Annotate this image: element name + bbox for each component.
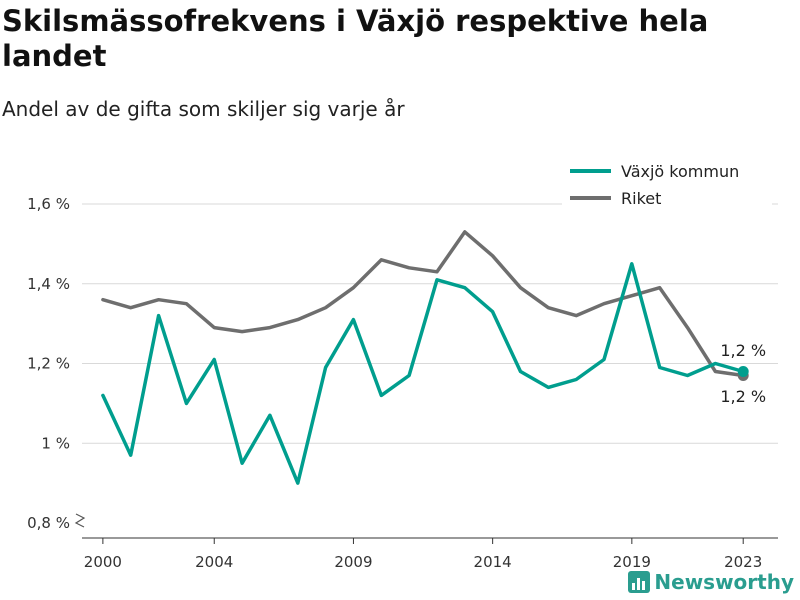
- bar-chart-icon: [628, 571, 651, 593]
- series-end-point-vaxjo: [737, 365, 749, 377]
- chart-title: Skilsmässofrekvens i Växjö respektive he…: [2, 4, 709, 73]
- y-tick-label: 1,4 %: [27, 275, 70, 293]
- series-line-riket: [101, 230, 745, 378]
- brand-name: Newsworthy: [654, 570, 794, 594]
- y-tick-label: 1,6 %: [27, 195, 70, 213]
- grid-layer: [82, 203, 778, 444]
- x-tick-label: 2023: [724, 553, 762, 571]
- chart-subtitle: Andel av de gifta som skiljer sig varje …: [2, 97, 405, 121]
- x-tick-label: 2009: [334, 553, 372, 571]
- end-labels: 1,2 % 1,2 %: [720, 341, 766, 406]
- axis-break-icon: [74, 513, 86, 528]
- end-label-vaxjo: 1,2 %: [720, 341, 766, 360]
- x-tick-label: 2019: [613, 553, 651, 571]
- legend-label: Riket: [621, 189, 661, 208]
- x-tick-label: 2000: [84, 553, 122, 571]
- end-label-riket: 1,2 %: [720, 387, 766, 406]
- series-layer: [101, 230, 749, 485]
- axis-layer: 0,8 % 1 % 1,2 % 1,4 % 1,6 % 2000 2004 2009 2014 2…: [27, 195, 778, 571]
- legend: Växjö kommun Riket: [562, 156, 772, 212]
- legend-label: Växjö kommun: [621, 162, 739, 181]
- y-tick-label: 0,8 %: [27, 514, 70, 532]
- x-tick-label: 2014: [474, 553, 512, 571]
- legend-background: [562, 156, 772, 212]
- y-tick-label: 1 %: [41, 434, 70, 452]
- series-line-vaxjo: [101, 262, 745, 485]
- newsworthy-logo: Newsworthy: [628, 570, 794, 594]
- x-tick-label: 2004: [195, 553, 233, 571]
- y-tick-label: 1,2 %: [27, 355, 70, 373]
